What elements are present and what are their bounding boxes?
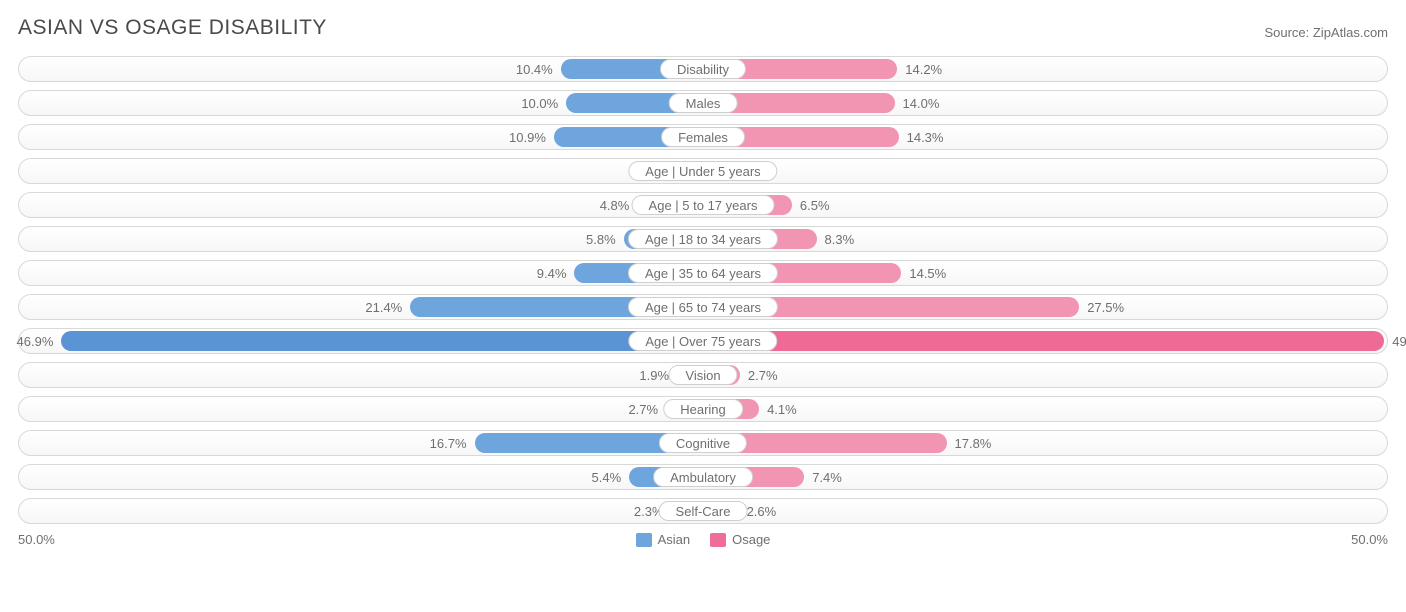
row-label: Ambulatory <box>653 467 753 487</box>
value-right: 4.1% <box>767 397 797 423</box>
row-label: Age | Over 75 years <box>628 331 777 351</box>
row-label: Age | 35 to 64 years <box>628 263 778 283</box>
value-left: 9.4% <box>537 261 567 287</box>
value-right: 49.8% <box>1392 329 1406 355</box>
value-left: 4.8% <box>600 193 630 219</box>
bar-right <box>703 331 1384 351</box>
axis-max-left: 50.0% <box>18 532 55 547</box>
value-right: 7.4% <box>812 465 842 491</box>
chart-rows: 10.4% 14.2% Disability 10.0% 14.0% Males 10.9%… <box>18 56 1388 524</box>
value-right: 14.5% <box>909 261 946 287</box>
value-right: 6.5% <box>800 193 830 219</box>
chart-row: 1.9% 2.7% Vision <box>18 362 1388 388</box>
value-right: 2.7% <box>748 363 778 389</box>
chart-row: 21.4% 27.5% Age | 65 to 74 years <box>18 294 1388 320</box>
chart-row: 5.8% 8.3% Age | 18 to 34 years <box>18 226 1388 252</box>
chart-row: 2.7% 4.1% Hearing <box>18 396 1388 422</box>
chart-row: 16.7% 17.8% Cognitive <box>18 430 1388 456</box>
chart-row: 46.9%49.8%Age | Over 75 years <box>18 328 1388 354</box>
row-label: Self-Care <box>659 501 748 521</box>
row-label: Hearing <box>663 399 743 419</box>
value-left: 10.9% <box>509 125 546 151</box>
legend-label-right: Osage <box>732 532 770 547</box>
chart-row: 10.9% 14.3% Females <box>18 124 1388 150</box>
value-left: 1.9% <box>639 363 669 389</box>
chart-row: 1.1%1.8%Age | Under 5 years <box>18 158 1388 184</box>
value-right: 2.6% <box>747 499 777 525</box>
value-right: 17.8% <box>955 431 992 457</box>
value-left: 46.9% <box>17 329 54 355</box>
value-left: 21.4% <box>365 295 402 321</box>
row-label: Age | Under 5 years <box>628 161 777 181</box>
row-label: Vision <box>668 365 737 385</box>
chart-footer: 50.0% Asian Osage 50.0% <box>18 532 1388 547</box>
value-right: 14.2% <box>905 57 942 83</box>
legend-swatch-left <box>636 533 652 547</box>
value-left: 16.7% <box>430 431 467 457</box>
value-right: 14.3% <box>907 125 944 151</box>
row-label: Cognitive <box>659 433 747 453</box>
row-label: Age | 5 to 17 years <box>632 195 775 215</box>
chart-row: 2.3%2.6%Self-Care <box>18 498 1388 524</box>
row-label: Age | 65 to 74 years <box>628 297 778 317</box>
chart-row: 10.4% 14.2% Disability <box>18 56 1388 82</box>
row-label: Disability <box>660 59 746 79</box>
legend-item-right: Osage <box>710 532 770 547</box>
value-right: 8.3% <box>825 227 855 253</box>
chart-row: 4.8% 6.5% Age | 5 to 17 years <box>18 192 1388 218</box>
row-label: Males <box>669 93 738 113</box>
legend-item-left: Asian <box>636 532 691 547</box>
chart-row: 10.0% 14.0% Males <box>18 90 1388 116</box>
chart-row: 9.4% 14.5% Age | 35 to 64 years <box>18 260 1388 286</box>
legend-label-left: Asian <box>658 532 691 547</box>
value-left: 10.4% <box>516 57 553 83</box>
chart-source: Source: ZipAtlas.com <box>1264 25 1388 40</box>
row-label: Females <box>661 127 745 147</box>
value-left: 10.0% <box>521 91 558 117</box>
value-left: 5.8% <box>586 227 616 253</box>
row-label: Age | 18 to 34 years <box>628 229 778 249</box>
value-right: 14.0% <box>903 91 940 117</box>
chart-title: ASIAN VS OSAGE DISABILITY <box>18 16 327 40</box>
legend: Asian Osage <box>636 532 771 547</box>
value-left: 2.7% <box>628 397 658 423</box>
bar-left <box>61 331 703 351</box>
value-right: 27.5% <box>1087 295 1124 321</box>
axis-max-right: 50.0% <box>1351 532 1388 547</box>
legend-swatch-right <box>710 533 726 547</box>
chart-row: 5.4% 7.4% Ambulatory <box>18 464 1388 490</box>
chart-header: ASIAN VS OSAGE DISABILITY Source: ZipAtl… <box>18 16 1388 40</box>
value-left: 5.4% <box>592 465 622 491</box>
